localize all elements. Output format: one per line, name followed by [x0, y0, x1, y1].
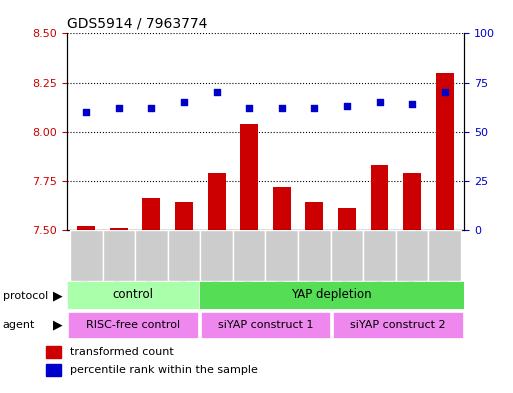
Bar: [436, 73, 453, 230]
Point: [245, 105, 253, 111]
Bar: [110, 228, 128, 230]
Bar: [403, 173, 421, 230]
FancyBboxPatch shape: [233, 230, 266, 281]
Bar: [46, 346, 62, 358]
FancyBboxPatch shape: [331, 230, 363, 281]
Text: GDS5914 / 7963774: GDS5914 / 7963774: [67, 17, 207, 31]
FancyBboxPatch shape: [266, 230, 298, 281]
FancyBboxPatch shape: [396, 230, 428, 281]
Bar: [273, 187, 291, 230]
Point: [408, 101, 416, 107]
Bar: [305, 202, 323, 230]
FancyBboxPatch shape: [70, 230, 103, 281]
FancyBboxPatch shape: [135, 230, 168, 281]
Text: percentile rank within the sample: percentile rank within the sample: [70, 365, 258, 375]
Text: RISC-free control: RISC-free control: [86, 320, 180, 330]
FancyBboxPatch shape: [428, 230, 461, 281]
Text: ▶: ▶: [53, 289, 63, 302]
FancyBboxPatch shape: [199, 281, 464, 309]
FancyBboxPatch shape: [201, 312, 330, 338]
FancyBboxPatch shape: [67, 281, 199, 309]
FancyBboxPatch shape: [363, 230, 396, 281]
FancyBboxPatch shape: [68, 312, 198, 338]
Bar: [143, 198, 161, 230]
Text: siYAP construct 1: siYAP construct 1: [218, 320, 313, 330]
FancyBboxPatch shape: [298, 230, 331, 281]
Point: [376, 99, 384, 105]
Point: [441, 89, 449, 95]
Point: [212, 89, 221, 95]
Text: control: control: [112, 288, 153, 301]
Bar: [208, 173, 226, 230]
Point: [180, 99, 188, 105]
Text: ▶: ▶: [53, 319, 63, 332]
Point: [343, 103, 351, 109]
FancyBboxPatch shape: [333, 312, 463, 338]
Text: agent: agent: [3, 320, 35, 331]
Bar: [240, 124, 258, 230]
Point: [278, 105, 286, 111]
Text: siYAP construct 2: siYAP construct 2: [350, 320, 446, 330]
Point: [115, 105, 123, 111]
Text: transformed count: transformed count: [70, 347, 174, 357]
Bar: [77, 226, 95, 230]
Text: protocol: protocol: [3, 290, 48, 301]
Bar: [175, 202, 193, 230]
Point: [82, 109, 90, 115]
FancyBboxPatch shape: [168, 230, 200, 281]
Bar: [370, 165, 388, 230]
Text: YAP depletion: YAP depletion: [291, 288, 372, 301]
Bar: [338, 208, 356, 230]
Point: [310, 105, 319, 111]
Point: [147, 105, 155, 111]
FancyBboxPatch shape: [200, 230, 233, 281]
FancyBboxPatch shape: [103, 230, 135, 281]
Bar: [46, 364, 62, 376]
